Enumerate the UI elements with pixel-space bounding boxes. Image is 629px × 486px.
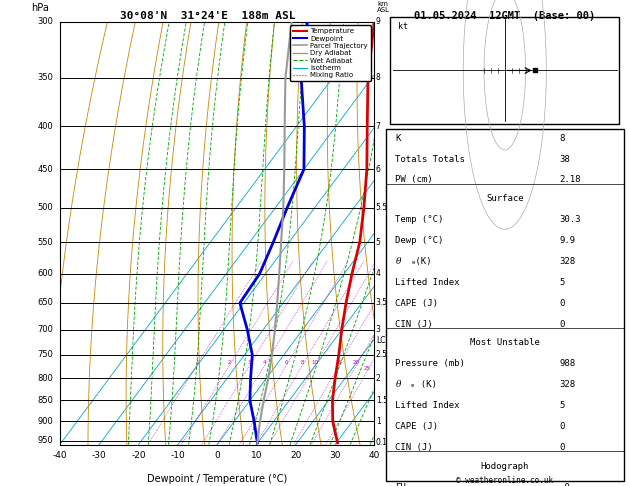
Text: 5: 5 [559,401,565,410]
FancyBboxPatch shape [386,129,624,481]
Text: 30°08'N  31°24'E  188m ASL: 30°08'N 31°24'E 188m ASL [120,11,296,21]
Legend: Temperature, Dewpoint, Parcel Trajectory, Dry Adiabat, Wet Adiabat, Isotherm, Mi: Temperature, Dewpoint, Parcel Trajectory… [290,25,370,81]
Text: 10: 10 [250,451,262,460]
Text: 0: 0 [559,422,565,431]
Text: 1: 1 [376,417,381,426]
Text: kt: kt [398,22,408,31]
Text: 2: 2 [228,361,231,365]
Text: © weatheronline.co.uk: © weatheronline.co.uk [456,476,554,485]
Text: 6: 6 [284,361,288,365]
Text: 25: 25 [364,366,370,371]
Text: LCL: LCL [376,336,389,345]
Text: 30.3: 30.3 [559,215,581,224]
Text: 328: 328 [559,257,576,266]
Text: 900: 900 [38,417,53,426]
Text: -40: -40 [52,451,67,460]
Text: Dewpoint / Temperature (°C): Dewpoint / Temperature (°C) [147,474,287,484]
Text: 01.05.2024  12GMT  (Base: 00): 01.05.2024 12GMT (Base: 00) [414,11,596,21]
Text: 3: 3 [376,325,381,334]
Text: hPa: hPa [31,3,49,14]
Text: km
ASL: km ASL [377,1,391,14]
Text: 350: 350 [38,73,53,83]
Text: 650: 650 [38,298,53,308]
Text: -30: -30 [92,451,106,460]
Text: 0: 0 [559,299,565,308]
Text: 988: 988 [559,359,576,368]
Text: 750: 750 [38,350,53,360]
Text: 950: 950 [38,436,53,445]
Text: 400: 400 [38,122,53,131]
Text: 2.5: 2.5 [376,350,388,360]
Text: 20: 20 [353,361,360,365]
Text: -20: -20 [131,451,146,460]
Text: ₑ (K): ₑ (K) [410,380,437,389]
Text: ₑ(K): ₑ(K) [410,257,432,266]
Text: -10: -10 [170,451,185,460]
Text: 850: 850 [38,396,53,405]
Text: CIN (J): CIN (J) [396,443,433,452]
Text: 40: 40 [369,451,380,460]
Text: 9.9: 9.9 [559,236,576,245]
Text: 5: 5 [376,238,381,247]
Text: 4: 4 [376,269,381,278]
Text: 15: 15 [335,361,342,365]
Text: 3.5: 3.5 [376,298,388,308]
Text: 300: 300 [38,17,53,26]
Text: 2: 2 [376,374,381,383]
Text: 8: 8 [559,134,565,143]
Text: 20: 20 [290,451,301,460]
Text: Pressure (mb): Pressure (mb) [396,359,465,368]
Text: 3: 3 [248,361,252,365]
Text: CAPE (J): CAPE (J) [396,422,438,431]
Text: 328: 328 [559,380,576,389]
Text: 38: 38 [559,155,570,164]
Text: θ: θ [396,380,401,389]
Text: Surface: Surface [486,194,523,203]
Text: CAPE (J): CAPE (J) [396,299,438,308]
Text: PW (cm): PW (cm) [396,175,433,185]
Text: 2.18: 2.18 [559,175,581,185]
Text: 10: 10 [311,361,318,365]
Text: K: K [396,134,401,143]
Text: CIN (J): CIN (J) [396,320,433,329]
Text: 8: 8 [301,361,304,365]
Text: 8: 8 [376,73,381,83]
Text: 9: 9 [376,17,381,26]
Text: 450: 450 [38,165,53,174]
Text: 0: 0 [559,443,565,452]
FancyBboxPatch shape [391,17,619,124]
Text: -0: -0 [559,483,570,486]
Text: 550: 550 [38,238,53,247]
Text: Temp (°C): Temp (°C) [396,215,444,224]
Text: Hodograph: Hodograph [481,462,529,471]
Text: 7: 7 [376,122,381,131]
Text: 5.5: 5.5 [376,203,388,212]
Text: Lifted Index: Lifted Index [396,278,460,287]
Text: 700: 700 [38,325,53,334]
Text: 0: 0 [214,451,220,460]
Text: Mixing Ratio (g/kg): Mixing Ratio (g/kg) [393,197,402,270]
Text: 1.5: 1.5 [376,396,388,405]
Text: Totals Totals: Totals Totals [396,155,465,164]
Text: EH: EH [396,483,406,486]
Text: θ: θ [396,257,401,266]
Text: 5: 5 [559,278,565,287]
Text: 0.1: 0.1 [376,438,388,447]
Text: 30: 30 [329,451,341,460]
Text: 0: 0 [559,320,565,329]
Text: 600: 600 [38,269,53,278]
Text: Dewp (°C): Dewp (°C) [396,236,444,245]
Text: 1: 1 [195,361,198,365]
Text: Most Unstable: Most Unstable [470,338,540,347]
Text: Lifted Index: Lifted Index [396,401,460,410]
Text: 4: 4 [263,361,266,365]
Text: 800: 800 [38,374,53,383]
Text: 6: 6 [376,165,381,174]
Text: 500: 500 [38,203,53,212]
